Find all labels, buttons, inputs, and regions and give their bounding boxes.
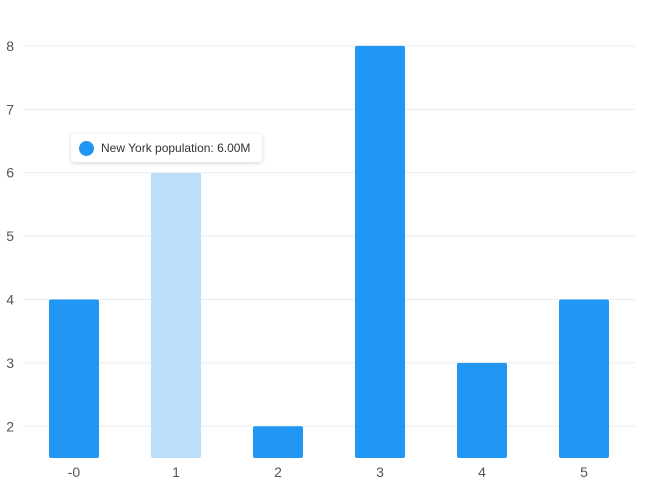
x-tick-label: 2 bbox=[274, 464, 282, 480]
x-tick-label: 4 bbox=[478, 464, 486, 480]
bar-5[interactable] bbox=[559, 299, 609, 459]
bar-4[interactable] bbox=[457, 362, 507, 458]
bars bbox=[49, 45, 609, 459]
tooltip-label: New York population: 6.00M bbox=[101, 141, 251, 155]
y-tick-label: 8 bbox=[6, 38, 14, 54]
y-tick-label: 7 bbox=[6, 101, 14, 117]
bar-1[interactable] bbox=[151, 172, 201, 458]
y-tick-label: 3 bbox=[6, 355, 14, 371]
bar-3[interactable] bbox=[355, 45, 405, 459]
x-tick-label: 5 bbox=[580, 464, 588, 480]
y-tick-label: 4 bbox=[6, 292, 14, 308]
bar--0[interactable] bbox=[49, 299, 99, 459]
x-tick-label: 3 bbox=[376, 464, 384, 480]
x-tick-label: 1 bbox=[172, 464, 180, 480]
chart-tooltip: New York population: 6.00M bbox=[71, 134, 263, 162]
y-tick-label: 2 bbox=[6, 418, 14, 434]
y-axis-ticks: 2 3 4 5 6 7 8 bbox=[6, 38, 14, 434]
grid-lines bbox=[23, 45, 635, 427]
y-tick-label: 6 bbox=[6, 165, 14, 181]
y-tick-label: 5 bbox=[6, 228, 14, 244]
x-tick-label: -0 bbox=[68, 464, 81, 480]
tooltip-marker bbox=[79, 140, 94, 156]
bar-2[interactable] bbox=[253, 426, 303, 458]
x-axis-ticks: -0 1 2 3 4 5 bbox=[68, 464, 588, 480]
